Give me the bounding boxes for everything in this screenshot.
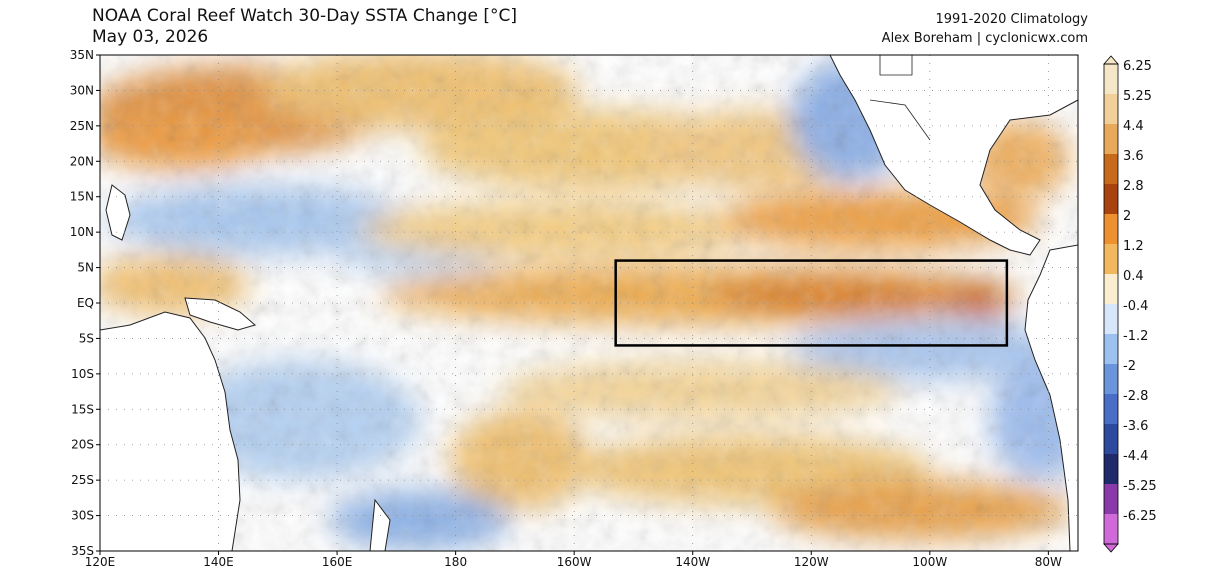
philippines-landmass [105,184,131,241]
lat-tick-label: EQ [77,296,94,310]
colorbar-segment [1104,424,1118,455]
credit-block: 1991-2020 Climatology Alex Boreham | cyc… [882,10,1088,48]
lat-tick-label: 10N [70,225,94,239]
colorbar-frame [1103,63,1119,545]
colorbar-label: 3.6 [1123,149,1144,164]
new-guinea-landmass [184,297,257,331]
colorbar-label: 2.8 [1123,179,1144,194]
map-date: May 03, 2026 [92,27,209,47]
lat-tick-label: 30S [71,509,94,523]
anomaly-field [100,55,1078,551]
lon-tick-label: 120E [85,555,116,569]
lat-tick-label: 15S [71,402,94,416]
colorbar: 6.25 5.25 4.4 3.6 2.8 2 1.2 0.4 -0.4 -1.2 -2 -2.8 -3… [1103,55,1157,553]
colorbar-segment [1104,454,1118,485]
colorbar-label: -5.25 [1123,479,1157,494]
colorbar-label: 0.4 [1123,269,1144,284]
colorbar-segment [1104,274,1118,305]
lon-tick-label: 140E [203,555,234,569]
colorbar-label: -0.4 [1123,299,1148,314]
nz-landmass [369,498,391,551]
colorbar-label: 6.25 [1123,59,1152,74]
colorbar-label: 2 [1123,209,1131,224]
lat-tick-label: 10S [71,367,94,381]
colorbar-segment [1104,244,1118,275]
lat-tick-label: 35S [71,544,94,558]
colorbar-label: -6.25 [1123,509,1157,524]
lon-tick-label: 140W [675,555,710,569]
lon-tick-label: 180 [444,555,467,569]
lat-tick-label: 5N [77,261,94,275]
colorbar-segment [1104,64,1118,95]
lon-tick-label: 160E [322,555,353,569]
lat-tick-label: 15N [70,190,94,204]
colorbar-label: 5.25 [1123,89,1152,104]
latitude-labels: 35N 30N 25N 20N 15N 10N 5N EQ 5S 10S 15S 20S 25S 30S 3… [70,48,100,558]
lat-tick-label: 30N [70,83,94,97]
lon-tick-label: 100W [912,555,947,569]
colorbar-segment [1104,214,1118,245]
colorbar-segment [1104,514,1118,545]
lat-tick-label: 35N [70,48,94,62]
south-america-landmass [1024,244,1078,551]
colorbar-label: 4.4 [1123,119,1144,134]
land-masses [100,55,1078,551]
colorbar-top-arrow [1103,55,1119,65]
lon-tick-label: 80W [1035,555,1062,569]
lat-tick-label: 20N [70,154,94,168]
mexico-state-borders [869,55,931,141]
colorbar-label: -3.6 [1123,419,1148,434]
lat-tick-label: 5S [79,331,94,345]
colorbar-bottom-arrow [1103,543,1119,553]
longitude-labels: 120E 140E 160E 180 160W 140W 120W 100W 80W [85,551,1062,569]
colorbar-segment [1104,184,1118,215]
colorbar-segment [1104,124,1118,155]
colorbar-segment [1104,304,1118,335]
nino-region-box [614,259,1009,347]
colorbar-label: 1.2 [1123,239,1144,254]
colorbar-segment [1104,484,1118,515]
colorbar-segment [1104,94,1118,125]
lat-tick-label: 20S [71,438,94,452]
colorbar-label: -2 [1123,359,1136,374]
lon-tick-label: 160W [557,555,592,569]
lat-tick-label: 25N [70,119,94,133]
map-title: NOAA Coral Reef Watch 30-Day SSTA Change… [92,6,517,26]
lon-tick-label: 120W [794,555,829,569]
colorbar-segment [1104,334,1118,365]
lat-tick-label: 25S [71,473,94,487]
colorbar-segment [1104,394,1118,425]
title-block: NOAA Coral Reef Watch 30-Day SSTA Change… [92,6,517,48]
colorbar-segment [1104,364,1118,395]
climatology-label: 1991-2020 Climatology [935,12,1088,27]
credit-label: Alex Boreham | cyclonicwx.com [881,31,1088,46]
colorbar-label: -1.2 [1123,329,1148,344]
colorbar-segment [1104,154,1118,185]
north-america-landmass [829,55,1078,256]
colorbar-label: -4.4 [1123,449,1148,464]
australia-landmass [100,311,241,551]
lat-lon-grid [100,55,1078,551]
colorbar-label: -2.8 [1123,389,1148,404]
